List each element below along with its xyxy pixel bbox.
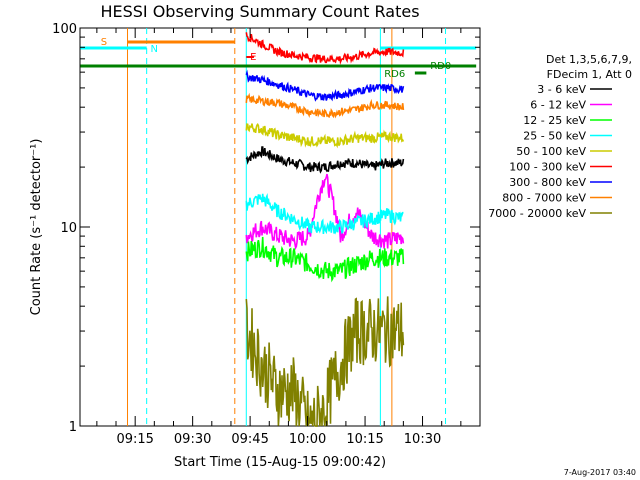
chart-title: HESSI Observing Summary Count Rates xyxy=(100,2,419,21)
x-axis-label: Start Time (15-Aug-15 09:00:42) xyxy=(174,455,386,470)
legend-label-3: 25 - 50 keV xyxy=(523,130,586,143)
series-trace-1 xyxy=(245,173,405,251)
legend: Det 1,3,5,6,7,9, FDecim 1, Att 0 3 - 6 k… xyxy=(488,53,632,220)
series-trace-7 xyxy=(245,92,405,119)
legend-label-6: 300 - 800 keV xyxy=(509,176,586,189)
legend-label-4: 50 - 100 keV xyxy=(516,145,586,158)
legend-label-0: 3 - 6 keV xyxy=(537,83,586,96)
series-trace-8 xyxy=(245,296,405,427)
series-trace-4 xyxy=(245,123,405,149)
annotation-label-n: N xyxy=(150,44,157,55)
legend-header-line-2: FDecim 1, Att 0 xyxy=(547,68,632,81)
plot-timestamp: 7-Aug-2017 03:40 xyxy=(564,468,636,477)
x-tick-label-4: 10:15 xyxy=(346,432,383,447)
x-tick-label-5: 10:30 xyxy=(404,432,441,447)
series-trace-3 xyxy=(245,192,404,235)
legend-header-line-1: Det 1,3,5,6,7,9, xyxy=(546,53,632,66)
plot-frame xyxy=(79,27,481,427)
x-tick-label-0: 09:15 xyxy=(116,432,153,447)
legend-label-5: 100 - 300 keV xyxy=(509,161,586,174)
y-tick-label-2: 100 xyxy=(52,22,77,37)
annotation-label-s: S xyxy=(101,37,107,48)
series-trace-6 xyxy=(245,69,405,102)
series-trace-0 xyxy=(245,146,405,174)
tick-layer: 1 10 100 09:15 09:30 09:45 10:00 10:15 10:30 xyxy=(52,22,480,447)
annotation-label-rd0: RD0 xyxy=(430,61,451,72)
x-tick-label-2: 09:45 xyxy=(231,432,268,447)
x-tick-label-1: 09:30 xyxy=(174,432,211,447)
legend-label-1: 6 - 12 keV xyxy=(530,99,586,112)
legend-label-8: 7000 - 20000 keV xyxy=(488,207,586,220)
y-tick-label-1: 10 xyxy=(60,221,77,236)
series-trace-2 xyxy=(245,236,405,283)
series-trace-5 xyxy=(245,32,405,65)
x-tick-label-3: 10:00 xyxy=(289,432,326,447)
legend-label-2: 12 - 25 keV xyxy=(523,114,586,127)
annotation-label-rd6: RD6 xyxy=(384,69,405,80)
y-tick-label-0: 1 xyxy=(69,420,77,435)
y-axis-label: Count Rate (s⁻¹ detector⁻¹) xyxy=(29,139,44,316)
trace-layer: S N E RD0 RD6 xyxy=(80,28,477,427)
legend-label-7: 800 - 7000 keV xyxy=(502,192,586,205)
annotation-label-e: E xyxy=(250,52,256,63)
